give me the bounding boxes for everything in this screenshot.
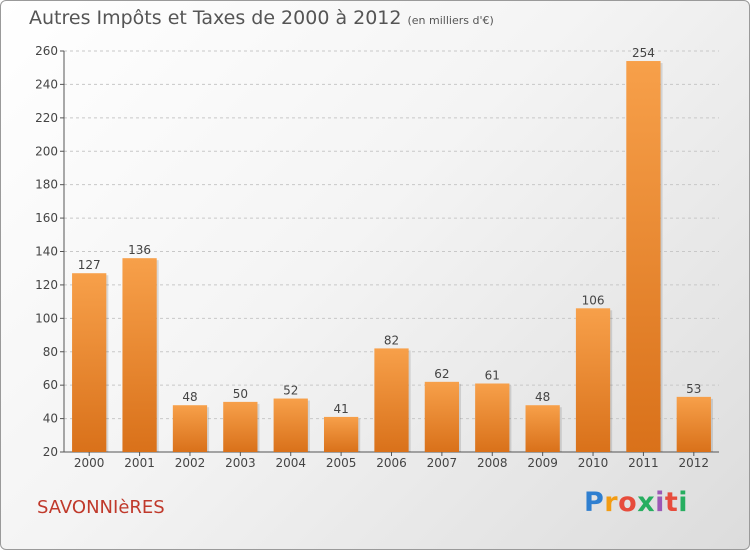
x-tick-label: 2003 (225, 456, 256, 470)
x-tick-label: 2008 (477, 456, 508, 470)
x-tick-label: 2005 (326, 456, 357, 470)
bar (122, 258, 157, 452)
data-label: 41 (333, 402, 348, 416)
x-tick-label: 2007 (427, 456, 458, 470)
data-label: 254 (632, 46, 655, 60)
data-label: 48 (182, 390, 197, 404)
y-tick-label: 220 (35, 111, 58, 125)
logo-letter: r (604, 487, 619, 518)
y-tick-label: 180 (35, 178, 58, 192)
chart-title: Autres Impôts et Taxes de 2000 à 2012 (en… (29, 7, 494, 29)
data-label: 106 (582, 293, 605, 307)
labels: 20 40 60 80 100 120 140 160 180 200 220 240 260 127 20… (35, 44, 709, 470)
chart-title-text: Autres Impôts et Taxes de 2000 à 2012 (29, 7, 402, 29)
data-label: 48 (535, 390, 550, 404)
bar (72, 273, 107, 452)
data-label: 50 (233, 387, 248, 401)
bars (72, 61, 713, 453)
logo-letter: o (618, 487, 638, 518)
x-tick-label: 2010 (578, 456, 609, 470)
data-label: 52 (283, 384, 298, 398)
logo-letter: P (584, 487, 605, 518)
x-tick-label: 2002 (175, 456, 206, 470)
data-label: 53 (686, 382, 701, 396)
logo-letter: x (637, 487, 656, 518)
x-tick-label: 2006 (376, 456, 407, 470)
y-tick-label: 260 (35, 44, 58, 58)
y-tick-label: 240 (35, 77, 58, 91)
y-tick-label: 60 (43, 378, 58, 392)
y-tick-label: 80 (43, 345, 58, 359)
y-tick-label: 160 (35, 211, 58, 225)
bar (223, 401, 258, 452)
bar (374, 348, 409, 452)
y-tick-label: 140 (35, 245, 58, 259)
chart-subtitle: (en milliers d'€) (407, 14, 494, 27)
x-tick-label: 2004 (275, 456, 306, 470)
logo-letter: i (678, 487, 689, 518)
bar (273, 398, 308, 452)
bar (172, 405, 208, 452)
y-tick-label: 200 (35, 144, 58, 158)
x-tick-label: 2012 (679, 456, 710, 470)
y-tick-label: 20 (43, 445, 58, 459)
bar (676, 396, 711, 452)
y-tick-label: 40 (43, 412, 58, 426)
data-label: 82 (384, 333, 399, 347)
bar (626, 61, 661, 453)
proxiti-logo[interactable]: Proxiti (584, 487, 688, 518)
bar (575, 308, 611, 452)
x-tick-label: 2001 (124, 456, 155, 470)
bar (424, 381, 460, 452)
x-tick-label: 2009 (527, 456, 558, 470)
logo-letter: i (655, 487, 665, 518)
bar (475, 383, 510, 452)
y-tick-label: 100 (35, 311, 58, 325)
y-tick-label: 120 (35, 278, 58, 292)
bar (525, 405, 560, 452)
data-label: 62 (434, 367, 449, 381)
data-label: 136 (128, 243, 151, 257)
logo-letter: t (664, 487, 679, 518)
x-tick-label: 2011 (628, 456, 659, 470)
data-label: 127 (78, 258, 101, 272)
city-name: SAVONNIèRES (37, 497, 165, 518)
bar (323, 416, 359, 452)
data-label: 61 (485, 368, 500, 382)
x-tick-label: 2000 (74, 456, 105, 470)
